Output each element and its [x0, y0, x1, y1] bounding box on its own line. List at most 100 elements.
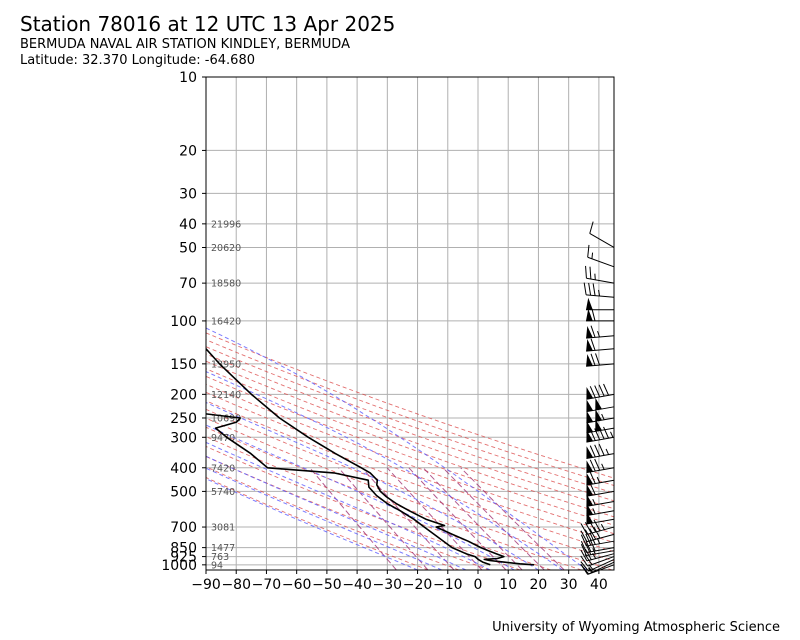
barb-half-flag: [592, 508, 596, 515]
barb-flag: [594, 385, 601, 398]
wind-barb: [589, 221, 615, 248]
barb-shaft: [587, 556, 615, 567]
y-tick-label: 40: [179, 217, 197, 233]
credit-text: University of Wyoming Atmospheric Scienc…: [492, 620, 780, 635]
moist-adiabat-line: [206, 467, 442, 570]
barb-flag: [589, 528, 597, 540]
barb-flag: [593, 519, 601, 532]
mixing-ratio-line: [442, 467, 545, 570]
dry-adiabat-line: [206, 332, 614, 479]
barb-pennant: [586, 399, 594, 412]
barb-half-flag: [598, 289, 601, 297]
dry-adiabat-line: [206, 417, 613, 570]
barb-flag: [580, 549, 588, 562]
x-tick-label: −70: [252, 577, 282, 593]
background-lines: [206, 327, 614, 570]
x-tick-label: 0: [474, 577, 483, 593]
dry-adiabat-line: [206, 408, 614, 562]
station-location: Latitude: 32.370 Longitude: -64.680: [20, 53, 255, 68]
barb-flag: [589, 445, 596, 458]
barb-flag: [590, 353, 596, 366]
wind-barb: [580, 532, 615, 547]
height-label: 763: [211, 552, 229, 563]
barb-flag: [603, 383, 610, 396]
wind-barb: [586, 397, 615, 413]
height-label: 94: [211, 560, 223, 571]
barb-flag: [593, 527, 601, 539]
barb-shaft: [586, 547, 615, 553]
barb-flag: [583, 282, 587, 295]
barb-flag: [589, 532, 596, 545]
dry-adiabat-line: [206, 391, 614, 543]
barb-shaft: [586, 427, 615, 434]
y-tick-label: 925: [170, 550, 197, 566]
barb-half-flag: [605, 448, 610, 455]
wind-barb: [586, 353, 615, 367]
barb-flag: [592, 283, 596, 296]
barb-flag: [589, 386, 596, 398]
temperature-line: [206, 347, 535, 566]
barb-shaft: [586, 526, 615, 535]
x-tick-label: −60: [282, 577, 312, 593]
x-tick-label: −80: [221, 577, 251, 593]
dry-adiabat-line: [206, 426, 582, 570]
barb-pennant: [586, 446, 594, 459]
y-tick-label: 400: [170, 461, 197, 477]
mixing-ratio-line: [338, 467, 429, 570]
height-label: 3081: [211, 523, 235, 534]
barb-flag: [598, 384, 605, 397]
barb-shaft: [586, 510, 615, 517]
x-tick-label: −50: [312, 577, 342, 593]
barb-half-flag: [591, 252, 594, 259]
x-tick-label: −30: [373, 577, 403, 593]
height-label: 1477: [211, 543, 235, 554]
barb-pennant: [586, 386, 594, 400]
height-label: 20620: [211, 243, 241, 254]
dry-adiabat-line: [206, 383, 614, 535]
y-tick-label: 10: [179, 70, 197, 86]
y-tick-label: 850: [170, 541, 197, 557]
barb-flag: [594, 458, 601, 471]
barb-shaft: [586, 533, 615, 543]
height-label: 10690: [211, 413, 241, 424]
wind-barb: [586, 472, 615, 486]
wind-barb: [586, 338, 615, 352]
x-tick-label: 10: [499, 577, 517, 593]
x-tick-label: 40: [590, 577, 608, 593]
wind-barb: [586, 297, 614, 311]
barb-flag: [595, 353, 601, 366]
dry-adiabat-line: [206, 400, 614, 553]
barb-shaft: [586, 550, 615, 557]
wind-barb: [586, 419, 615, 434]
axes: −90 −80 −70 −60 −50 −40 −30 −20 −10 0 10 20 30 40 10 20…: [161, 70, 607, 593]
moist-adiabat-line: [206, 371, 563, 570]
barb-flag: [580, 555, 589, 567]
dry-adiabat-line: [206, 445, 521, 570]
moist-adiabat-line: [206, 401, 539, 570]
barb-shaft: [586, 294, 615, 298]
barb-pennant: [586, 326, 593, 339]
dry-adiabat-line: [206, 455, 490, 570]
barb-flag: [590, 325, 596, 338]
barb-flag: [590, 338, 596, 351]
wind-barb: [586, 443, 615, 459]
barb-flag: [589, 266, 592, 280]
barb-half-flag: [600, 523, 605, 530]
chart-title: Station 78016 at 12 UTC 13 Apr 2025: [20, 12, 396, 36]
barb-pennant: [586, 460, 594, 473]
barb-shaft: [586, 479, 615, 486]
y-tick-label: 70: [179, 276, 197, 292]
barb-pennant: [586, 484, 594, 497]
barb-shaft: [587, 256, 615, 268]
height-label: 18580: [211, 279, 241, 290]
dry-adiabat-line: [206, 339, 614, 486]
dry-adiabat-line: [206, 346, 614, 494]
wind-barb: [586, 409, 615, 424]
barb-flag: [598, 443, 605, 456]
barb-flag: [594, 444, 601, 457]
barb-pennant: [595, 419, 602, 432]
barb-flag: [588, 282, 592, 296]
barb-flag: [580, 540, 587, 553]
wind-barbs: [580, 221, 615, 575]
